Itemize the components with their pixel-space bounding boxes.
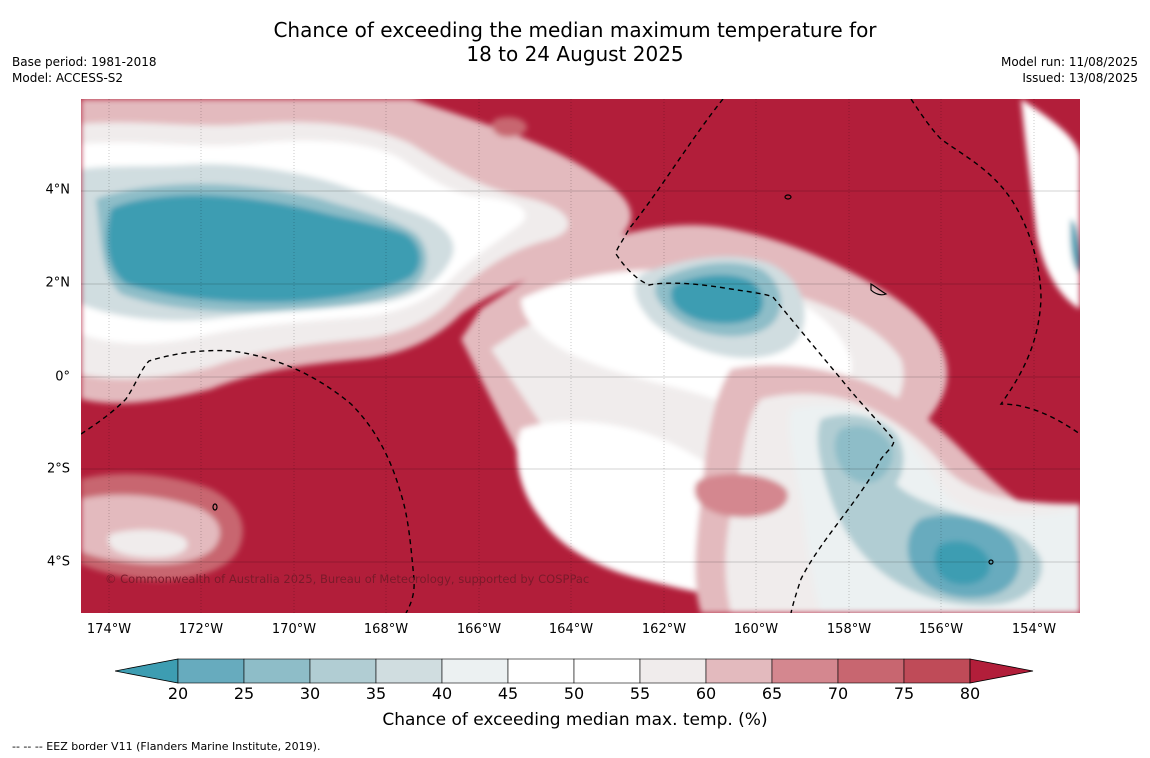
colorbar-segments — [115, 658, 1034, 684]
title-line-2: 18 to 24 August 2025 — [466, 42, 684, 66]
copyright-notice: © Commonwealth of Australia 2025, Bureau… — [105, 572, 589, 586]
lon-label-158w: 158°W — [826, 622, 872, 637]
eez-borders — [81, 99, 1080, 613]
cbar-tick-30: 30 — [299, 684, 321, 703]
eez-border-west — [81, 349, 415, 613]
base-period: Base period: 1981-2018 — [12, 55, 157, 69]
contour-se-30 — [834, 425, 893, 484]
lon-label-168w: 168°W — [363, 622, 409, 637]
colorbar-segment — [771, 658, 839, 684]
issued-date: Issued: 13/08/2025 — [1022, 71, 1138, 85]
cbar-tick-60: 60 — [695, 684, 717, 703]
cbar-tick-75: 75 — [893, 684, 915, 703]
lon-label-156w: 156°W — [918, 622, 964, 637]
lon-label-170w: 170°W — [271, 622, 317, 637]
model-name: Model: ACCESS-S2 — [12, 71, 124, 85]
meta-left: Base period: 1981-2018 Model: ACCESS-S2 — [12, 54, 157, 86]
model-run: Model run: 11/08/2025 — [1000, 55, 1138, 69]
eez-border-central — [615, 99, 895, 613]
lon-label-154w: 154°W — [1011, 622, 1057, 637]
colorbar — [115, 658, 1034, 684]
contour-central-20 — [671, 274, 763, 324]
lon-label-162w: 162°W — [641, 622, 687, 637]
colorbar-segment — [177, 658, 245, 684]
islands — [212, 194, 994, 565]
colorbar-segment — [243, 658, 311, 684]
cbar-tick-35: 35 — [365, 684, 387, 703]
lat-label-4n: 4°N — [45, 182, 71, 198]
contour-north-20 — [106, 195, 421, 303]
island-1 — [784, 194, 792, 200]
eez-footnote: -- -- -- EEZ border V11 (Flanders Marine… — [12, 740, 321, 753]
cbar-tick-70: 70 — [827, 684, 849, 703]
cbar-tick-40: 40 — [431, 684, 453, 703]
map-title: Chance of exceeding the median maximum t… — [0, 18, 1150, 66]
contour-east-edge — [1021, 99, 1080, 309]
colorbar-segment — [573, 658, 641, 684]
graticule — [81, 99, 1080, 613]
cbar-tick-80: 80 — [959, 684, 981, 703]
cbar-tick-65: 65 — [761, 684, 783, 703]
contour-east-edge-cool — [1070, 219, 1080, 274]
colorbar-segment — [903, 658, 971, 684]
colorbar-label: Chance of exceeding median max. temp. (%… — [382, 710, 768, 730]
colorbar-segment — [309, 658, 377, 684]
cbar-tick-50: 50 — [563, 684, 585, 703]
lat-label-0: 0° — [55, 369, 70, 385]
lat-label-2n: 2°N — [45, 275, 71, 291]
contour-patch-2 — [491, 116, 527, 137]
contour-patch-1 — [694, 473, 788, 518]
lon-label-174w: 174°W — [86, 622, 132, 637]
colorbar-extend-low — [115, 658, 179, 684]
colorbar-segment — [837, 658, 905, 684]
colorbar-segment — [705, 658, 773, 684]
contour-sw-55 — [108, 529, 188, 558]
lon-label-166w: 166°W — [456, 622, 502, 637]
colorbar-segment — [375, 658, 443, 684]
lat-label-2s: 2°S — [46, 461, 70, 477]
meta-right: Model run: 11/08/2025 Issued: 13/08/2025 — [1001, 54, 1138, 86]
colorbar-segment — [507, 658, 575, 684]
colorbar-segment — [639, 658, 707, 684]
lon-label-172w: 172°W — [178, 622, 224, 637]
title-line-1: Chance of exceeding the median maximum t… — [273, 18, 877, 42]
cbar-tick-20: 20 — [167, 684, 189, 703]
probability-map: © Commonwealth of Australia 2025, Bureau… — [81, 99, 1080, 613]
island-3 — [212, 503, 218, 511]
cbar-tick-45: 45 — [497, 684, 519, 703]
lon-label-164w: 164°W — [548, 622, 594, 637]
colorbar-extend-high — [969, 658, 1034, 684]
island-2 — [870, 282, 888, 296]
cbar-tick-55: 55 — [629, 684, 651, 703]
lat-label-4s: 4°S — [46, 554, 70, 570]
lon-label-160w: 160°W — [733, 622, 779, 637]
contour-se-20 — [934, 541, 991, 585]
cbar-tick-25: 25 — [233, 684, 255, 703]
island-4 — [988, 559, 994, 565]
eez-border-east — [910, 99, 1080, 435]
colorbar-segment — [441, 658, 509, 684]
contour-fields — [81, 99, 1080, 613]
